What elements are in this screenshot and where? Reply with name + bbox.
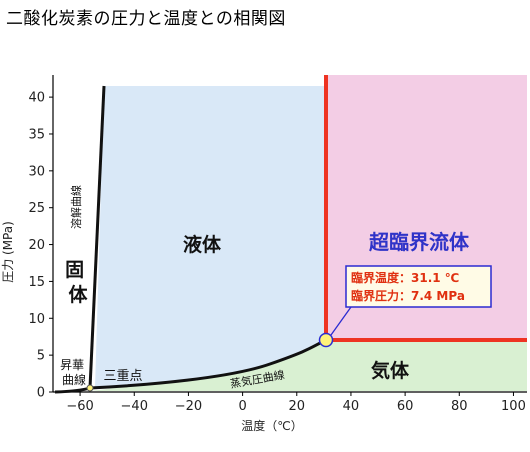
sublimation-label-line-1: 昇華: [60, 358, 84, 372]
critical-temperature-label: 臨界温度：31.1 ℃: [351, 270, 459, 285]
x-tick-label: −40: [121, 399, 148, 414]
x-tick-label: −60: [66, 399, 93, 414]
sublimation-label-line-2: 曲線: [62, 372, 86, 387]
y-tick-label: 20: [28, 238, 45, 253]
solid-label-line-2: 体: [68, 283, 88, 306]
x-tick-label: 100: [501, 399, 526, 414]
critical-pressure-label: 臨界圧力：7.4 MPa: [351, 288, 465, 303]
y-tick-label: 40: [28, 91, 45, 106]
melting-curve: [88, 85, 106, 389]
y-tick-label: 0: [37, 386, 45, 401]
y-tick-label: 10: [28, 312, 45, 327]
gas-region: [90, 340, 527, 391]
sublimation-curve-label: 昇華 曲線: [60, 358, 88, 387]
melting-curve-label: 溶解曲線: [69, 185, 83, 229]
supercritical-label: 超臨界流体: [368, 230, 470, 254]
x-axis-ticks: −60 −40 −20 0 20 40 60 80 100: [66, 392, 526, 414]
y-tick-label: 25: [28, 201, 45, 216]
x-tick-label: 0: [238, 399, 246, 414]
page-title: 二酸化炭素の圧力と温度との相関図: [6, 9, 286, 29]
y-tick-label: 15: [28, 275, 45, 290]
liquid-region: [95, 86, 326, 388]
y-tick-label: 5: [37, 349, 45, 364]
axes: [52, 75, 527, 393]
critical-point-marker: [318, 332, 334, 348]
critical-point-callout: [345, 265, 492, 308]
triple-point-marker: [86, 384, 94, 392]
gas-label: 気体: [371, 359, 410, 382]
x-tick-label: 20: [288, 399, 305, 414]
x-tick-label: 60: [397, 399, 414, 414]
x-tick-label: 40: [343, 399, 360, 414]
triple-point-label: 三重点: [103, 368, 142, 384]
callout-leader: [330, 306, 352, 336]
liquid-label: 液体: [183, 233, 222, 256]
vapor-pressure-curve: [89, 338, 327, 390]
y-axis-ticks: 0 5 10 15 20 25 30 35 40: [28, 91, 53, 401]
y-tick-label: 35: [28, 127, 45, 142]
y-tick-label: 30: [28, 164, 45, 179]
y-axis-label: 圧力 (MPa): [1, 221, 15, 283]
x-axis-label: 温度（℃）: [241, 418, 302, 433]
x-tick-label: −20: [175, 399, 202, 414]
x-tick-label: 80: [451, 399, 468, 414]
solid-label: 固 体: [65, 259, 91, 306]
solid-label-line-1: 固: [65, 259, 84, 281]
